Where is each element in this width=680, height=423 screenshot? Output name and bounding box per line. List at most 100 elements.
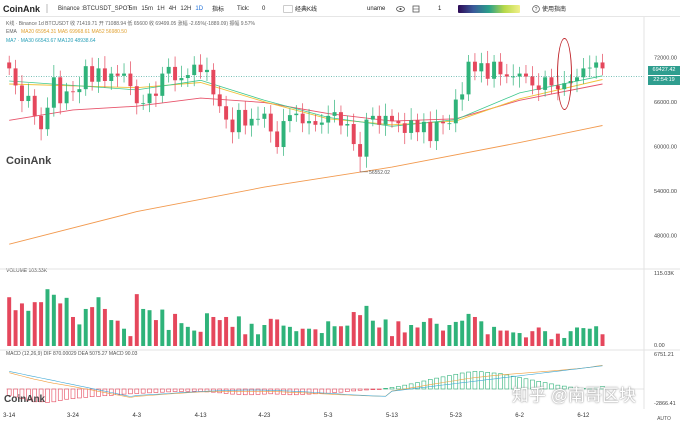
volume-bar (524, 337, 528, 346)
volume-bar (186, 327, 190, 346)
volume-bar (371, 321, 375, 346)
macd-axis-bottom: -2866.41 (654, 401, 676, 407)
interval-1D[interactable]: 1D (193, 6, 205, 12)
candle-body (422, 122, 426, 132)
volume-bar (307, 329, 311, 346)
volume-bar (364, 306, 368, 346)
count-value[interactable]: 1 (438, 0, 441, 17)
macd-hist-bar (237, 389, 241, 394)
interval-15m[interactable]: 15m (139, 6, 155, 12)
candle-body (486, 63, 490, 79)
ma-orange-line (9, 126, 602, 245)
volume-bar (320, 333, 324, 346)
volume-bar (511, 332, 515, 346)
low-annotation-label: 56552.02 (369, 170, 390, 176)
user-label[interactable]: uname (367, 0, 385, 17)
interval-5m[interactable]: 5m (127, 6, 139, 12)
candle-body (179, 78, 183, 80)
volume-bar (71, 317, 75, 346)
indicators-button[interactable]: 指标 (212, 0, 224, 17)
volume-bar (556, 334, 560, 346)
candle-body (581, 68, 585, 77)
macd-hist-bar (345, 389, 349, 392)
interval-12H[interactable]: 12H (178, 6, 193, 12)
candle-body (416, 120, 420, 132)
candle-body (301, 114, 305, 124)
volume-bar (77, 324, 81, 346)
volume-bar (447, 325, 451, 346)
svg-text:?: ? (535, 7, 538, 13)
exchange-symbol-selector[interactable]: Binance :BTCUSDT_SPOT (58, 0, 131, 17)
candle-body (154, 94, 158, 96)
top-toolbar: CoinAnk Binance :BTCUSDT_SPOT 5m 15m 1H 4H 1… (0, 0, 680, 17)
candle-body (77, 89, 81, 92)
candle-body (467, 62, 471, 95)
volume-bar (231, 327, 235, 346)
volume-bar (205, 313, 209, 346)
volume-bar (52, 295, 56, 346)
volume-bar (26, 311, 30, 346)
macd-hist-bar (148, 389, 152, 393)
date-axis-label: 5-23 (450, 413, 463, 419)
help-icon: ? (532, 5, 540, 13)
moving-average-lines (9, 76, 602, 244)
candle-body (65, 91, 69, 103)
macd-hist-bar (141, 389, 145, 393)
volume-bar (90, 307, 94, 346)
volume-bar (435, 324, 439, 346)
volume-bar (256, 334, 260, 346)
volume-bar (199, 332, 203, 346)
candle-body (594, 62, 598, 67)
volume-bar (141, 309, 145, 346)
volume-bar (313, 329, 317, 346)
classic-k-toggle[interactable]: 经典K线 (283, 0, 317, 17)
tick-value[interactable]: 0 (262, 0, 265, 17)
countdown-tag: 22:54:19 (648, 76, 680, 85)
candle-body (243, 110, 247, 126)
macd-hist-bar (313, 389, 317, 394)
candle-body (7, 62, 11, 68)
volume-bar (594, 326, 598, 346)
price-axis-label: 48000.00 (654, 233, 677, 239)
layers-icon[interactable] (412, 0, 420, 17)
candle-body (250, 119, 254, 126)
tick-control[interactable]: Tick: (237, 0, 249, 17)
macd-hist-bar (467, 372, 471, 389)
macd-hist-bar (288, 389, 292, 395)
classic-k-label: 经典K线 (295, 4, 317, 13)
price-axis-label: 66000.00 (654, 100, 677, 106)
date-axis-label: 5-13 (386, 413, 399, 419)
candle-body (505, 74, 509, 76)
volume-bar (294, 331, 298, 346)
volume-bar (135, 294, 139, 346)
volume-axis-top: 115.03K (654, 271, 674, 277)
candle-body (601, 62, 605, 68)
candle-body (269, 114, 273, 132)
volume-bar (84, 309, 88, 346)
macd-hist-bar (52, 389, 56, 402)
help-guide-button[interactable]: ? 使用指南 (532, 0, 566, 17)
date-axis-label: 4-13 (195, 413, 208, 419)
candle-body (97, 68, 101, 81)
candle-body (20, 85, 24, 101)
date-axis-label: 6-12 (577, 413, 590, 419)
candle-body (537, 85, 541, 89)
eye-icon[interactable] (396, 0, 405, 17)
volume-bar (339, 326, 343, 346)
volume-bar (601, 334, 605, 346)
macd-hist-bar (167, 389, 171, 392)
current-price-tag: 69427.42 (648, 66, 680, 75)
volume-bar (250, 324, 254, 346)
candle-body (441, 122, 445, 123)
heatmap-gradient-slider[interactable] (458, 0, 520, 17)
candle-body (371, 116, 375, 120)
candle-body (307, 121, 311, 123)
tick-label: Tick: (237, 6, 249, 12)
volume-bar (396, 321, 400, 346)
interval-4H[interactable]: 4H (167, 6, 179, 12)
chart-canvas[interactable]: 72000.00 66000.00 60000.00 54000.00 48000.00… (0, 17, 680, 423)
candle-body (45, 108, 49, 130)
interval-1H[interactable]: 1H (155, 6, 167, 12)
macd-hist-bar (128, 389, 132, 394)
macd-hist-bar (192, 389, 196, 391)
